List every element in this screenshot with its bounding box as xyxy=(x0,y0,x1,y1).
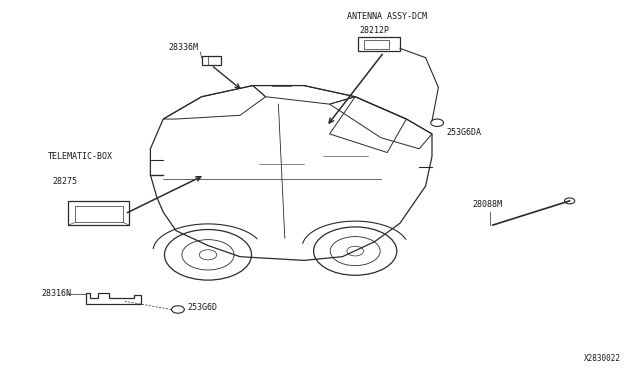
Text: 28316N: 28316N xyxy=(42,289,72,298)
Bar xyxy=(358,37,400,51)
Bar xyxy=(75,206,123,222)
Text: 253G6D: 253G6D xyxy=(188,303,218,312)
Text: 28212P: 28212P xyxy=(360,26,390,35)
Text: X2830022: X2830022 xyxy=(584,354,621,363)
Text: 253G6DA: 253G6DA xyxy=(447,128,482,137)
Text: TELEMATIC-BOX: TELEMATIC-BOX xyxy=(48,153,113,161)
Bar xyxy=(68,201,129,225)
Text: 28088M: 28088M xyxy=(473,201,502,209)
Bar xyxy=(202,56,221,65)
Text: 28275: 28275 xyxy=(52,177,77,186)
Text: 28336M: 28336M xyxy=(168,43,198,52)
Bar xyxy=(364,40,389,49)
Text: ANTENNA ASSY-DCM: ANTENNA ASSY-DCM xyxy=(347,12,427,21)
